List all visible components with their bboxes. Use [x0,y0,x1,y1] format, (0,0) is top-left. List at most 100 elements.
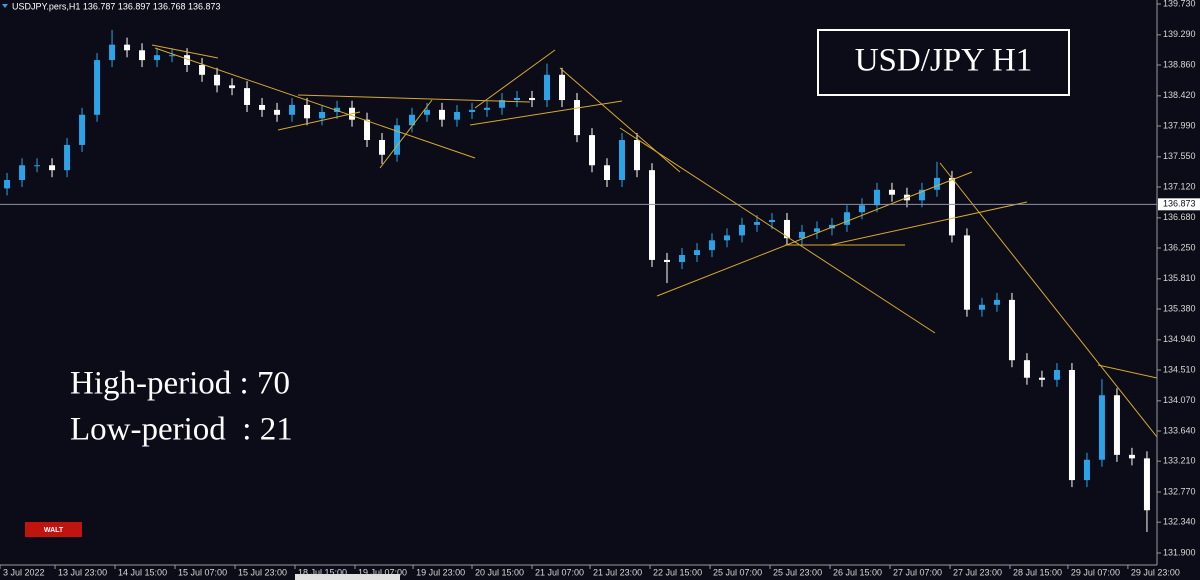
trendline [1097,364,1158,379]
candle-body [648,170,655,260]
candle-body [484,107,491,110]
title-box [817,29,1070,96]
candle-body [738,224,745,236]
y-tick-label: 137.990 [1163,120,1196,130]
candle-body [1113,395,1120,455]
x-tick-label: 19 Jul 07:00 [358,567,407,577]
candle-body [469,109,476,112]
trendline [829,201,1028,246]
trendline [656,171,973,297]
candle-body [618,140,625,180]
candle-body [214,74,221,86]
y-tick-label: 138.860 [1163,59,1196,69]
candle-body [559,74,566,101]
candle-body [918,189,925,201]
candle-body [529,97,536,101]
x-tick-label: 14 Jul 15:00 [118,567,167,577]
y-tick-label: 135.810 [1163,273,1196,283]
x-tick-label: 15 Jul 23:00 [238,567,287,577]
candle-body [244,88,251,105]
x-tick-label: 27 Jul 23:00 [953,567,1002,577]
candle-body [394,125,401,155]
candle-body [798,231,805,239]
candle-body [259,104,266,110]
y-tick-label: 137.550 [1163,151,1196,161]
x-tick-label: 21 Jul 07:00 [535,567,584,577]
candle-body [783,219,790,239]
candle-body [124,44,131,51]
candle-body [993,299,1000,305]
y-tick-label: 136.250 [1163,242,1196,252]
x-tick-label: 13 Jul 23:00 [58,567,107,577]
candle-body [948,177,955,236]
y-tick-label: 133.640 [1163,425,1196,435]
candle-body [109,44,116,61]
x-tick-label: 25 Jul 23:00 [773,567,822,577]
annotation: High-period : 70 [70,366,290,402]
trendline [277,111,361,131]
candle-body [1008,299,1015,361]
candle-body [693,250,700,256]
x-tick-label: 20 Jul 15:00 [475,567,524,577]
candle-body [888,189,895,195]
candle-body [379,140,386,155]
candle-body [1083,459,1090,481]
current-price-label: 136.873 [1163,199,1196,209]
x-tick-label: 29 Jul 07:00 [1071,567,1120,577]
badge-box [25,522,82,537]
candle-body [1143,458,1150,511]
trendline [151,44,219,59]
candle-body [409,114,416,126]
x-tick-label: 18 Jul 15:00 [298,567,347,577]
candle-body [4,179,11,189]
candle-body [978,304,985,310]
y-tick-label: 134.510 [1163,364,1196,374]
scrollbar [295,574,400,580]
candle-body [633,140,640,171]
x-tick-label: 22 Jul 15:00 [653,567,702,577]
current-price-box [1158,198,1200,211]
candle-body [873,189,880,206]
candle-body [708,240,715,251]
candle-body [229,85,236,89]
candle-body [1098,395,1105,460]
candle-body [963,235,970,310]
candle-body [169,55,176,57]
candle-body [753,222,760,225]
candle-body [843,212,850,225]
candle-body [19,165,26,180]
trendline [619,127,936,334]
candle-body [858,205,865,213]
badge: WALT [44,527,64,534]
candle-body [1128,454,1135,459]
candle-body [334,107,341,112]
x-tick-label: 21 Jul 23:00 [593,567,642,577]
x-tick-label: 25 Jul 07:00 [713,567,762,577]
x-tick-label: 19 Jul 23:00 [416,567,465,577]
y-tick-label: 138.420 [1163,90,1196,100]
candle-body [319,111,326,119]
trendline [939,162,1158,438]
trendline [559,67,681,173]
header: USDJPY.pers,H1 136.787 136.897 136.768 1… [12,1,221,11]
candle-body [768,219,775,223]
y-tick-label: 132.770 [1163,486,1196,496]
candle-body [723,235,730,241]
x-tick-label: 28 Jul 15:00 [1013,567,1062,577]
candle-body [603,165,610,180]
trendline [297,94,531,103]
trendline [469,100,623,126]
candle-body [544,74,551,101]
candle-body [79,114,86,145]
y-tick-label: 134.940 [1163,334,1196,344]
candle-body [364,119,371,141]
x-tick-label: 3 Jul 2022 [3,567,45,577]
x-tick-label: 27 Jul 07:00 [893,567,942,577]
candle-body [94,60,101,115]
y-tick-label: 139.730 [1163,0,1196,8]
candle-body [199,64,206,75]
candle-body [1068,370,1075,481]
y-tick-label: 133.210 [1163,456,1196,466]
